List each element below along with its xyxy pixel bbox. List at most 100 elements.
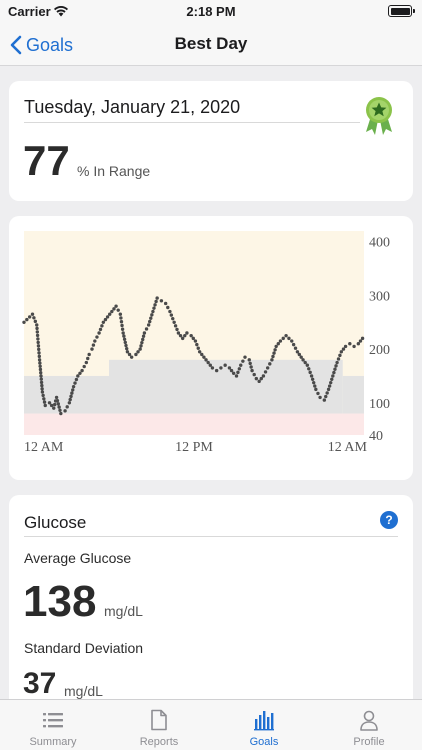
glucose-point <box>338 353 342 358</box>
glucose-point <box>334 364 338 368</box>
glucose-section-title: Glucose <box>24 513 87 532</box>
glucose-point <box>325 391 329 395</box>
glucose-point <box>234 374 239 378</box>
glucose-point <box>312 380 316 385</box>
glucose-point <box>65 405 69 409</box>
glucose-point <box>35 323 39 327</box>
glucose-point <box>39 374 43 378</box>
glucose-point <box>93 339 97 343</box>
tab-label: Profile <box>353 736 385 748</box>
tab-summary[interactable]: Summary <box>0 700 106 750</box>
glucose-point <box>191 336 195 341</box>
target-range-zone <box>109 359 343 414</box>
glucose-point <box>125 350 130 354</box>
glucose-point <box>153 303 157 307</box>
average-glucose-unit: mg/dL <box>104 603 143 619</box>
glucose-point <box>42 400 47 404</box>
glucose-point <box>202 355 206 359</box>
glucose-point <box>36 344 41 348</box>
glucose-point <box>299 355 303 359</box>
status-bar: Carrier 2:18 PM <box>0 0 422 24</box>
glucose-point <box>247 358 251 362</box>
divider <box>24 536 398 537</box>
back-button[interactable]: Goals <box>10 32 73 58</box>
standard-deviation-unit: mg/dL <box>64 683 103 699</box>
glucose-point <box>307 367 311 371</box>
glucose-point <box>122 337 127 341</box>
glucose-point <box>281 336 285 341</box>
glucose-point <box>206 360 210 365</box>
glucose-point <box>195 342 199 347</box>
glucose-point <box>193 339 198 343</box>
glucose-point <box>265 366 270 370</box>
glucose-point <box>136 350 140 354</box>
glucose-point <box>259 376 263 381</box>
glucose-point <box>91 343 96 347</box>
glucose-point <box>313 384 317 388</box>
best-day-card: Tuesday, January 21, 2020 77 % In Range <box>9 81 413 201</box>
glucose-point <box>49 403 54 408</box>
y-tick-label: 200 <box>369 343 390 358</box>
glucose-point <box>327 384 332 388</box>
glucose-point <box>98 327 103 332</box>
glucose-point <box>138 347 142 351</box>
glucose-point <box>293 346 298 350</box>
help-icon[interactable]: ? <box>380 511 398 529</box>
glucose-point <box>121 331 125 335</box>
glucose-point <box>189 333 193 338</box>
glucose-point <box>74 377 79 382</box>
glucose-point <box>316 391 320 396</box>
glucose-point <box>90 347 94 351</box>
standard-deviation-label: Standard Deviation <box>24 640 144 656</box>
navigation-bar: Goals Best Day <box>0 24 422 66</box>
battery-icon <box>388 5 415 17</box>
glucose-point <box>40 387 44 391</box>
glucose-point <box>214 368 219 373</box>
glucose-point <box>125 346 129 351</box>
glucose-point <box>141 334 146 338</box>
glucose-point <box>142 331 147 335</box>
person-icon <box>360 710 378 731</box>
glucose-point <box>335 360 339 365</box>
glucose-scatter-chart: 400 300 200 100 40 12 AM 12 PM 12 AM <box>22 231 390 455</box>
glucose-point <box>110 309 114 314</box>
glucose-point <box>127 352 132 357</box>
glucose-point <box>129 355 134 359</box>
low-zone <box>24 413 364 435</box>
glucose-point <box>47 401 52 405</box>
glucose-point <box>119 320 124 324</box>
standard-deviation-value: 37 <box>23 667 57 700</box>
carrier-label: Carrier <box>8 4 51 19</box>
tab-reports[interactable]: Reports <box>106 700 212 750</box>
glucose-point <box>149 316 153 320</box>
chevron-left-icon <box>10 35 22 55</box>
glucose-chart-card: 400 300 200 100 40 12 AM 12 PM 12 AM <box>9 216 413 480</box>
glucose-point <box>176 331 181 335</box>
glucose-point <box>301 358 305 362</box>
tab-goals[interactable]: Goals <box>211 700 317 750</box>
tab-label: Reports <box>139 736 179 748</box>
glucose-point <box>239 363 243 367</box>
glucose-point <box>219 366 223 370</box>
glucose-point <box>303 360 307 365</box>
glucose-point <box>263 370 268 374</box>
glucose-point <box>38 361 42 365</box>
glucose-point <box>42 397 46 401</box>
glucose-point <box>36 337 40 341</box>
glucose-point <box>71 384 76 389</box>
glucose-point <box>52 402 57 407</box>
glucose-point <box>210 366 215 370</box>
glucose-point <box>80 368 84 373</box>
glucose-point <box>326 387 331 392</box>
glucose-point <box>146 323 151 327</box>
x-tick-label: 12 AM <box>328 440 368 455</box>
glucose-point <box>35 326 39 331</box>
glucose-point <box>159 299 164 303</box>
glucose-point <box>254 376 259 381</box>
document-icon <box>151 709 167 731</box>
glucose-point <box>144 327 149 331</box>
glucose-point <box>330 377 334 382</box>
glucose-point <box>71 388 75 392</box>
glucose-point <box>175 327 179 332</box>
tab-profile[interactable]: Profile <box>316 700 422 750</box>
